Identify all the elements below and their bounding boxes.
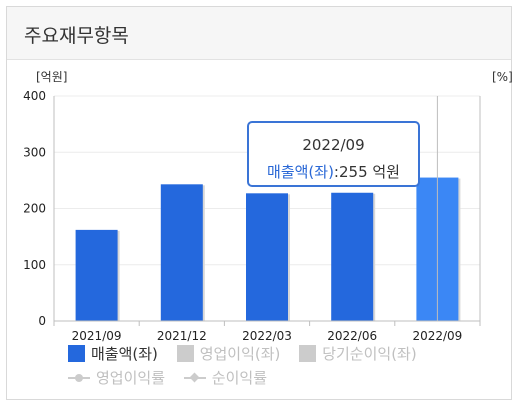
y-right-unit: [%] (492, 70, 513, 84)
legend-swatch-net-income (299, 345, 317, 362)
legend-item-sales[interactable]: 매출액(좌) (68, 343, 158, 364)
legend-item-operating-profit[interactable]: 영업이익(좌) (176, 343, 281, 364)
y-tick-label: 0 (38, 314, 46, 328)
panel-title: 주요재무항목 (24, 25, 129, 47)
bars (75, 177, 461, 321)
bar-2021/09[interactable] (75, 229, 118, 321)
y-tick-label: 100 (23, 258, 46, 272)
circle-marker-icon (68, 372, 90, 384)
legend-row-bars: 매출액(좌) 영업이익(좌) 당기순이익(좌) (68, 343, 498, 367)
bar-2022/06[interactable] (331, 192, 374, 321)
tick-labels: 0 100 200 300 400 2021/09 2021/12 2022/03 2022/0… (23, 89, 462, 343)
legend-swatch-sales (68, 345, 85, 362)
y-tick-label: 400 (23, 89, 46, 103)
legend-swatch-operating-profit (176, 345, 194, 362)
legend-label-operating-profit: 영업이익(좌) (199, 345, 281, 363)
y-tick-label: 300 (23, 145, 46, 159)
tooltip-title: 2022/09 (302, 136, 365, 154)
bar-2021/12[interactable] (160, 184, 203, 321)
x-tick-label: 2021/09 (72, 329, 122, 343)
x-tick-label: 2022/06 (327, 329, 377, 343)
x-tick-label: 2022/03 (242, 329, 292, 343)
legend-item-net-income[interactable]: 당기순이익(좌) (299, 343, 417, 364)
legend-label-operating-margin: 영업이익률 (96, 369, 166, 387)
legend-label-net-margin: 순이익률 (211, 369, 267, 387)
legend-row-lines: 영업이익률 순이익률 (68, 367, 498, 391)
panel-header: 주요재무항목 (7, 7, 511, 60)
x-tick-label: 2022/09 (412, 329, 462, 343)
tooltip-value: :255 억원 (333, 163, 400, 181)
legend-label-net-income: 당기순이익(좌) (322, 345, 417, 363)
legend-label-sales: 매출액(좌) (91, 345, 158, 363)
diamond-marker-icon (183, 372, 206, 384)
x-tick-label: 2021/12 (157, 329, 207, 343)
legend-item-net-margin[interactable]: 순이익률 (183, 367, 267, 388)
legend-item-operating-margin[interactable]: 영업이익률 (68, 367, 165, 388)
tooltip-body: 매출액(좌):255 억원 (249, 161, 418, 182)
y-tick-label: 200 (23, 202, 46, 216)
tooltip-series-name: 매출액(좌) (267, 163, 334, 181)
axes (53, 96, 481, 326)
chart-legend: 매출액(좌) 영업이익(좌) 당기순이익(좌) 영업이익률 순이익률 (68, 343, 498, 391)
y-left-unit: [억원] (36, 70, 67, 84)
chart-tooltip: 2022/09 매출액(좌):255 억원 (247, 121, 420, 187)
bar-2022/03[interactable] (246, 193, 288, 321)
